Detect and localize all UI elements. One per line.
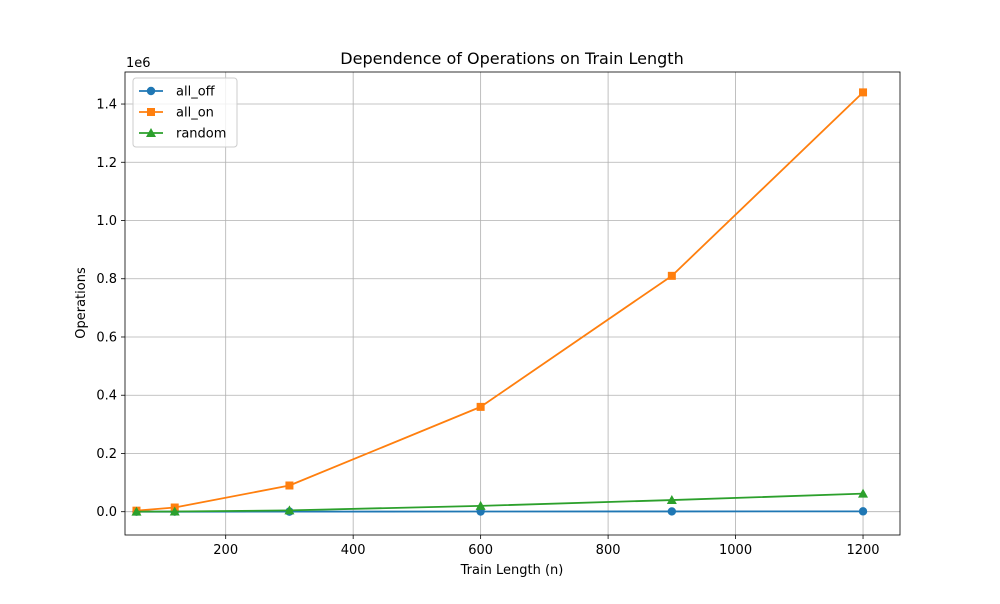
- x-tick-label: 200: [213, 543, 238, 558]
- y-tick-label: 0.8: [96, 272, 117, 287]
- y-tick-label: 0.6: [96, 330, 117, 345]
- x-tick-label: 1200: [846, 543, 879, 558]
- x-tick-label: 800: [596, 543, 621, 558]
- legend-marker: [147, 87, 155, 95]
- data-point: [859, 507, 867, 515]
- x-tick-label: 600: [468, 543, 493, 558]
- y-tick-label: 1.4: [96, 98, 117, 113]
- data-point: [668, 507, 676, 515]
- y-axis-multiplier: 1e6: [126, 56, 151, 71]
- legend-marker: [147, 108, 155, 116]
- chart-title: Dependence of Operations on Train Length: [340, 49, 683, 68]
- data-point: [859, 88, 867, 96]
- y-tick-label: 0.4: [96, 389, 117, 404]
- legend-label: all_on: [176, 106, 214, 121]
- y-tick-label: 1.0: [96, 214, 117, 229]
- data-point: [285, 481, 293, 489]
- y-tick-label: 0.2: [96, 447, 117, 462]
- legend-label: all_off: [176, 85, 216, 100]
- y-axis-label: Operations: [74, 267, 89, 339]
- legend-label: random: [176, 127, 226, 142]
- y-tick-label: 0.0: [96, 505, 117, 520]
- x-tick-label: 400: [341, 543, 366, 558]
- x-tick-label: 1000: [719, 543, 752, 558]
- data-point: [477, 403, 485, 411]
- data-point: [668, 272, 676, 280]
- x-axis-label: Train Length (n): [460, 563, 564, 578]
- y-tick-label: 1.2: [96, 156, 117, 171]
